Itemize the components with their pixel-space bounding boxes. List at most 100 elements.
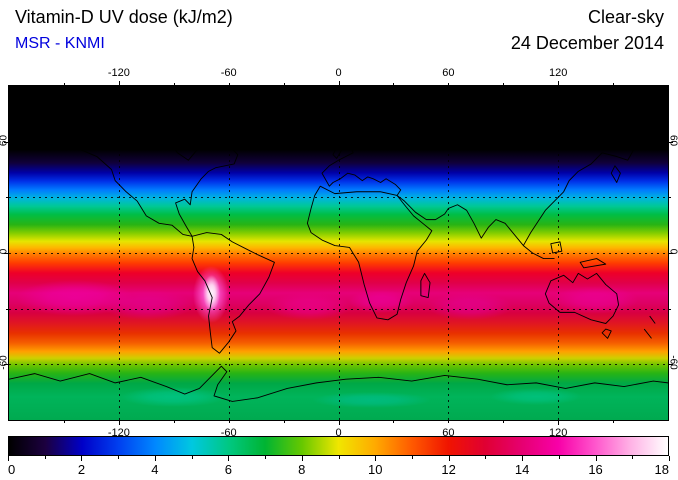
- colorbar-label: 4: [151, 462, 159, 477]
- colorbar-label: 18: [654, 462, 669, 477]
- date-label: 24 December 2014: [510, 33, 664, 53]
- coastline-borneo: [550, 241, 563, 254]
- lon-tick-label-top: 60: [442, 67, 455, 79]
- coastline-eurasia: [321, 115, 665, 247]
- colorbar-tick: [448, 456, 450, 461]
- colorbar-tick: [228, 456, 230, 461]
- coastline-north-america: [30, 122, 239, 237]
- colorbar-ticks: [8, 456, 670, 463]
- lon-tick: [448, 83, 450, 86]
- lon-tick: [503, 83, 505, 86]
- map-frame: -120 -60 0 60 120 -120 -60 0 60 120 60 0…: [0, 67, 678, 439]
- lon-tick: [63, 420, 65, 423]
- colorbar-label: 8: [298, 462, 306, 477]
- coastline-greenland: [242, 107, 283, 141]
- lon-gridline: [338, 86, 340, 420]
- lon-tick-label-top: 120: [548, 67, 568, 79]
- coastline-new-zealand: [643, 315, 656, 339]
- lat-tick: [668, 308, 671, 310]
- sky-condition-label: Clear-sky: [587, 7, 664, 27]
- lat-tick: [668, 364, 673, 366]
- south-atlantic-high: [266, 293, 352, 320]
- south-pacific-high-2: [101, 289, 194, 320]
- colorbar: 0 2 4 6 8 10 12 14 16 18: [8, 436, 670, 480]
- header-left: Vitamin-D UV dose (kJ/m2) MSR - KNMI: [15, 7, 233, 53]
- lon-gridline: [558, 86, 560, 420]
- lon-tick: [558, 81, 560, 86]
- colorbar-tick: [558, 456, 560, 459]
- southern-africa-high: [348, 289, 415, 314]
- colorbar-tick: [44, 456, 46, 459]
- lon-tick: [393, 83, 395, 86]
- lon-tick: [118, 81, 120, 86]
- andes-peak: [202, 274, 220, 312]
- south-indian-high: [427, 293, 514, 320]
- header-right: Clear-sky 24 December 2014: [511, 7, 664, 54]
- lon-tick: [228, 83, 230, 86]
- lon-tick: [393, 420, 395, 423]
- colorbar-gradient: [8, 436, 669, 456]
- lat-tick-label-left: -60: [0, 355, 10, 371]
- colorbar-tick: [154, 456, 156, 461]
- lat-gridline: [9, 308, 668, 310]
- lat-tick: [6, 197, 9, 199]
- colorbar-tick: [118, 456, 120, 459]
- colorbar-label: 12: [441, 462, 456, 477]
- coastline-sumatra-java: [523, 245, 555, 260]
- colorbar-label: 0: [8, 462, 16, 477]
- lat-tick-label-left: 0: [0, 240, 10, 264]
- colorbar-tick: [265, 456, 267, 459]
- antarctic-patch-3: [490, 388, 583, 405]
- coastline-australia: [544, 272, 620, 324]
- coastlines-layer: [9, 107, 668, 402]
- lon-tick: [173, 83, 175, 86]
- lon-gridline: [448, 86, 450, 420]
- lon-tick: [338, 81, 340, 86]
- lon-tick-label-bottom: 0: [335, 427, 342, 439]
- lat-tick: [4, 364, 9, 366]
- coastline-south-america: [191, 232, 275, 354]
- colorbar-label: 14: [514, 462, 530, 477]
- colorbar-label: 10: [367, 462, 383, 477]
- colorbar-label: 16: [588, 462, 603, 477]
- coastline-africa: [306, 185, 433, 321]
- map-features: [9, 86, 668, 420]
- antarctic-patch-2: [312, 391, 431, 409]
- lat-gridline: [9, 364, 668, 366]
- coastline-japan: [610, 165, 621, 183]
- lon-tick: [63, 83, 65, 86]
- colorbar-label: 2: [77, 462, 86, 477]
- colorbar-label: 6: [224, 462, 232, 477]
- page-title: Vitamin-D UV dose (kJ/m2): [15, 7, 233, 27]
- coastline-tasmania: [601, 328, 612, 339]
- lon-tick: [283, 420, 285, 423]
- lon-tick-label-top: 0: [335, 67, 342, 79]
- lat-tick-label-right: 60: [667, 134, 678, 146]
- colorbar-tick: [632, 456, 634, 459]
- coastline-madagascar: [420, 272, 431, 298]
- lat-tick: [668, 141, 673, 143]
- lon-tick: [613, 420, 615, 423]
- colorbar-tick: [522, 456, 524, 461]
- lon-tick: [173, 420, 175, 423]
- lon-tick-label-top: -60: [220, 67, 237, 79]
- colorbar-tick: [338, 456, 340, 459]
- lat-tick: [4, 141, 9, 143]
- colorbar-tick: [595, 456, 597, 461]
- map-ticks: [4, 81, 673, 425]
- lon-tick: [338, 420, 340, 425]
- antarctic-patch-1: [121, 386, 227, 407]
- lon-tick: [613, 83, 615, 86]
- lat-tick-label-right: 0: [667, 248, 678, 255]
- colorbar-tick: [191, 456, 193, 459]
- lon-tick: [283, 83, 285, 86]
- colorbar-tick: [8, 456, 9, 461]
- lon-tick: [118, 420, 120, 425]
- lat-tick: [6, 308, 9, 310]
- lon-tick-label-top: -120: [107, 67, 130, 79]
- lon-tick: [448, 420, 450, 423]
- colorbar-tick: [301, 456, 303, 461]
- coastline-new-guinea: [579, 258, 607, 269]
- colorbar-tick: [485, 456, 487, 459]
- coastline-antarctica: [9, 365, 668, 402]
